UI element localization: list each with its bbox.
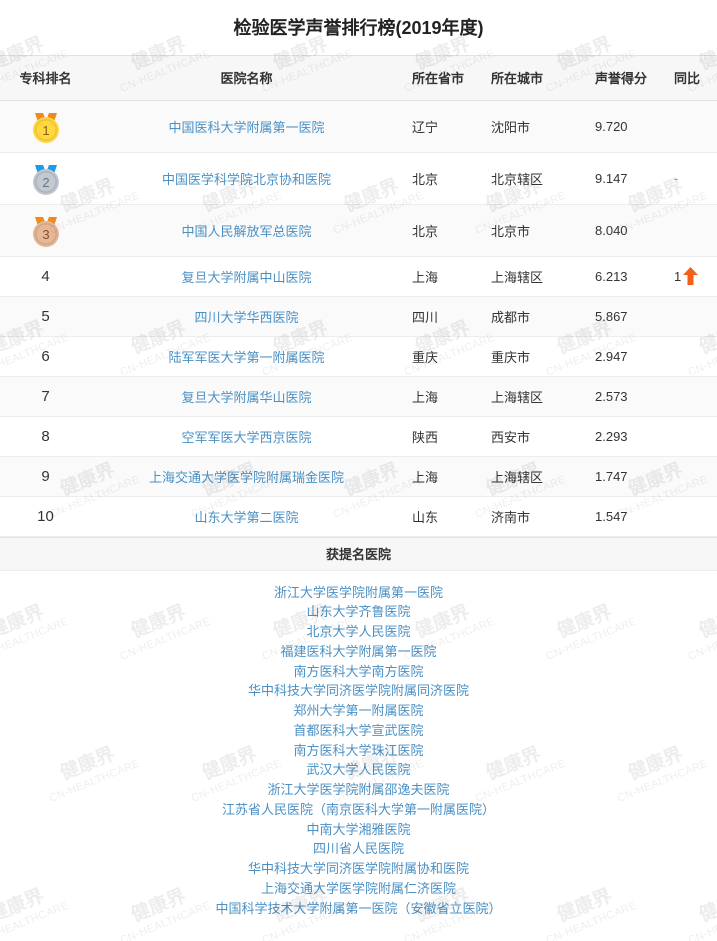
svg-text:1: 1 [42,123,49,138]
svg-text:2: 2 [42,175,49,190]
svg-text:3: 3 [42,227,49,242]
